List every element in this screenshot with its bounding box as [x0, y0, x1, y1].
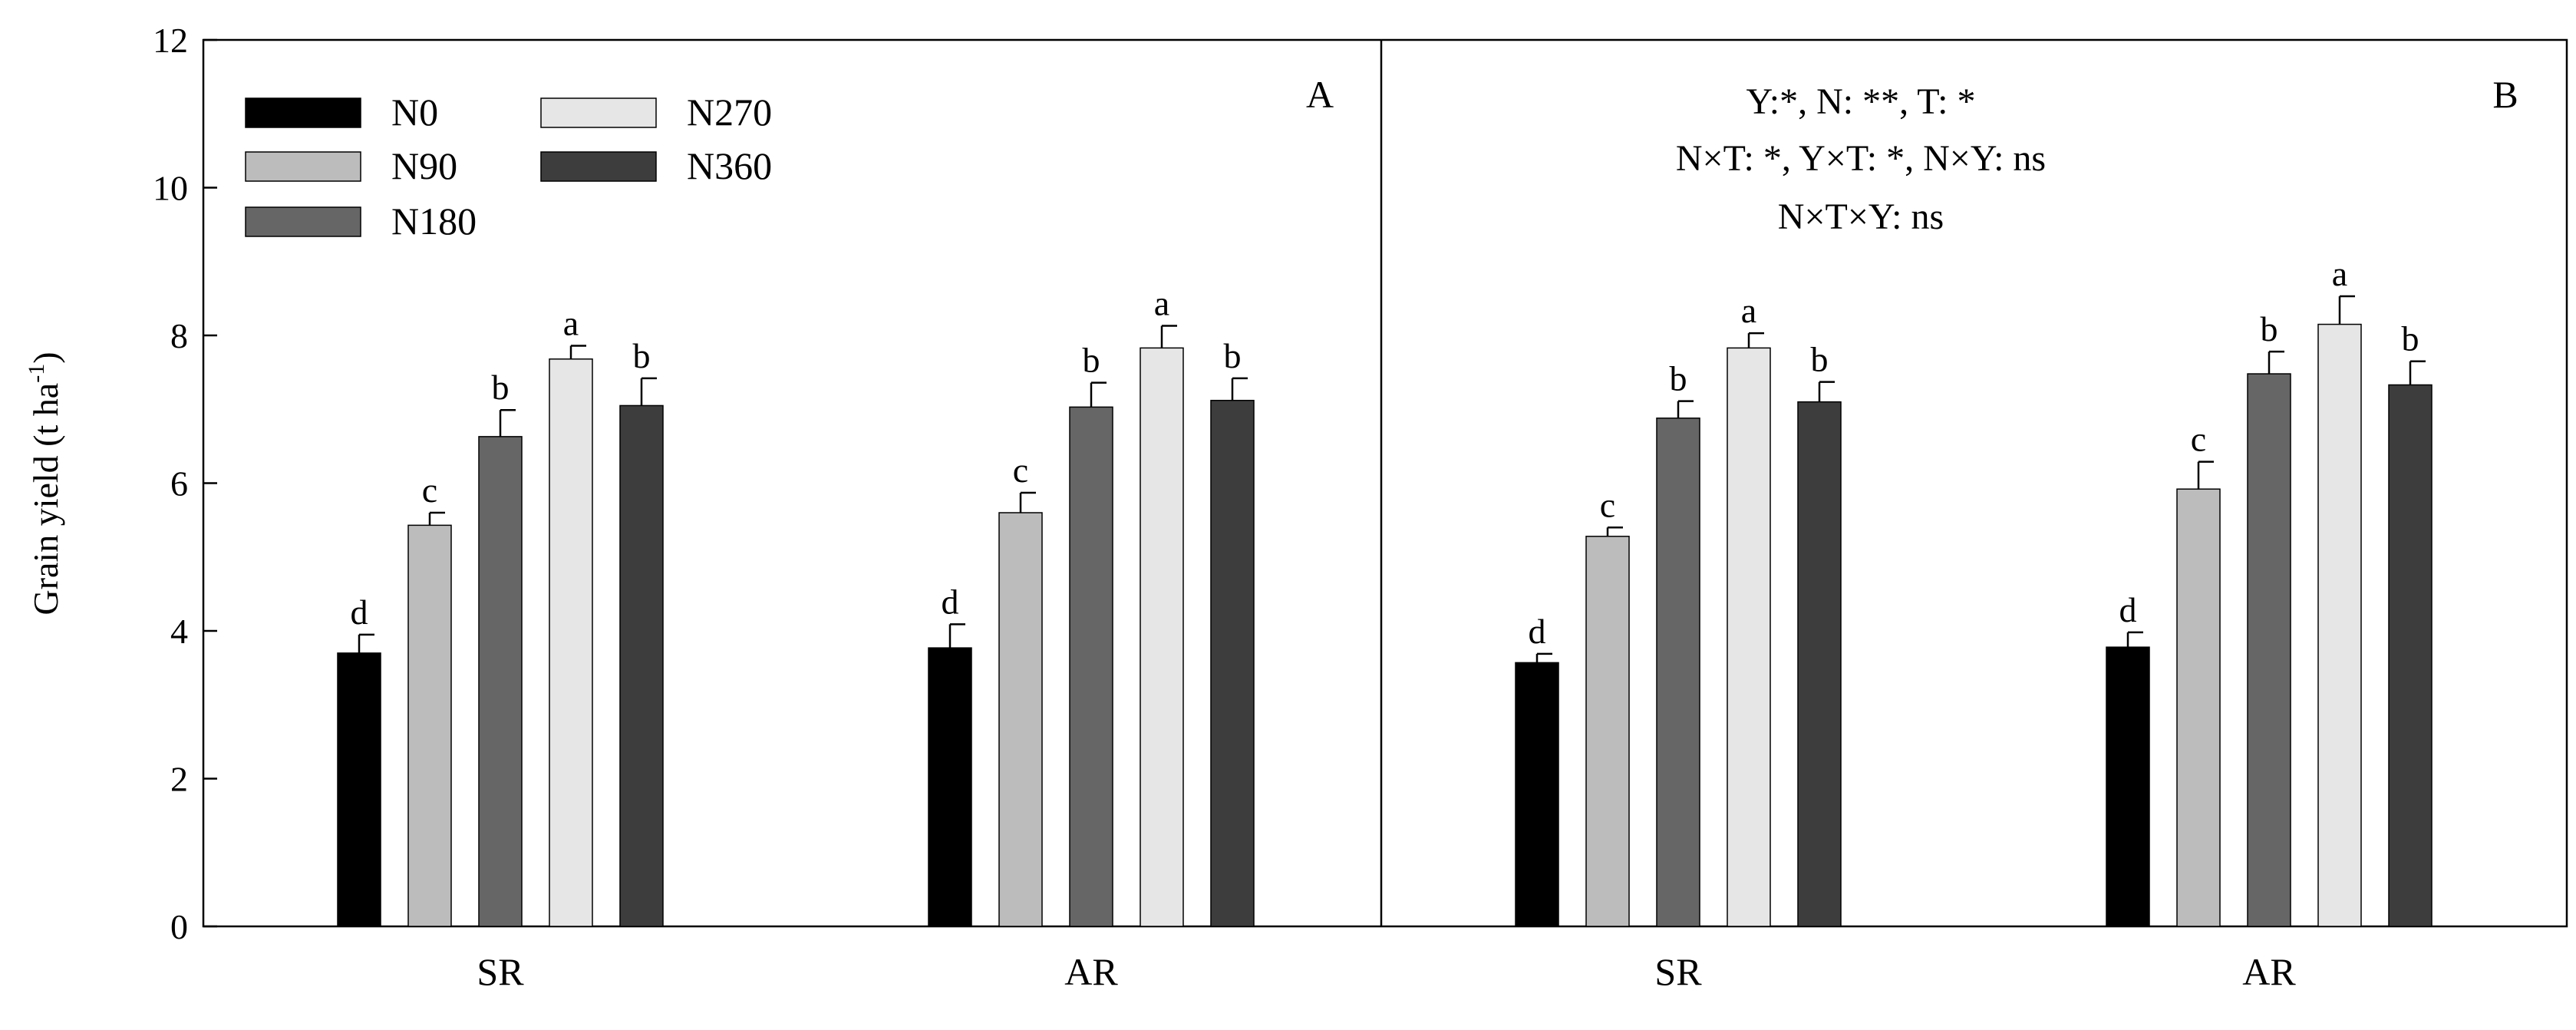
- significance-letter: c: [1600, 485, 1615, 524]
- x-category-label: SR: [1654, 950, 1702, 993]
- significance-letter: d: [351, 593, 368, 632]
- y-axis-label-end: ): [26, 352, 65, 363]
- legend-label-n180: N180: [391, 200, 477, 243]
- y-axis-label-superscript: -1: [24, 364, 49, 383]
- bar-n180-ar: [1069, 406, 1113, 927]
- panel-label: A: [1306, 73, 1334, 116]
- bar-n90-ar: [2176, 488, 2221, 927]
- significance-letter: b: [492, 368, 510, 407]
- legend-swatch-n360: [540, 151, 657, 182]
- legend-swatch-n270: [540, 97, 657, 128]
- y-axis-label-main: Grain yield (t ha: [26, 383, 65, 616]
- significance-letter: d: [1529, 612, 1546, 651]
- x-category-label: AR: [2242, 950, 2296, 993]
- significance-letter: a: [1154, 283, 1169, 322]
- significance-letter: d: [942, 582, 959, 621]
- bar-n0-sr: [337, 652, 381, 927]
- bar-n90-sr: [1585, 536, 1630, 927]
- legend-label-n270: N270: [687, 91, 772, 134]
- bar-n360-ar: [2388, 384, 2433, 927]
- bar-n360-ar: [1210, 399, 1255, 927]
- bar-n270-sr: [1727, 347, 1771, 927]
- significance-letter: a: [1741, 291, 1756, 330]
- bar-n270-sr: [549, 358, 593, 927]
- y-axis-ticks: 0 2 4 6 8 10 12: [153, 21, 217, 946]
- significance-letter: b: [1083, 341, 1100, 380]
- bar-n180-sr: [1656, 418, 1700, 927]
- bar-n180-ar: [2247, 373, 2291, 927]
- significance-letter: c: [422, 470, 437, 510]
- y-tick-label: 6: [170, 464, 188, 503]
- bar-n0-ar: [928, 647, 972, 927]
- stats-annotation: Y:*, N: **, T: *: [1746, 81, 1976, 122]
- panels: Ad c b a b SR d c b a b AR Bd c b a b SR d c b a b AR Y:*, N: **…: [337, 73, 2518, 993]
- significance-letter: b: [2402, 319, 2419, 358]
- significance-letter: b: [1811, 340, 1829, 379]
- significance-letter: c: [2191, 420, 2206, 459]
- legend: N0 N90 N180 N270 N360: [245, 91, 772, 243]
- significance-letter: b: [1670, 359, 1687, 398]
- bar-n360-sr: [619, 404, 664, 927]
- y-axis-label: Grain yield (t ha-1): [24, 352, 65, 615]
- bar-n0-ar: [2106, 646, 2150, 927]
- panel-b: Bd c b a b SR d c b a b AR Y:*, N: **, T: * N×T: *, Y…: [1515, 73, 2518, 993]
- significance-letter: d: [2119, 590, 2137, 629]
- y-tick-label: 4: [170, 612, 188, 651]
- significance-letter: a: [2332, 254, 2347, 293]
- y-tick-label: 12: [153, 21, 188, 60]
- panel-a: Ad c b a b SR d c b a b AR: [337, 73, 1334, 993]
- svg-text:Grain yield (t ha-1): Grain yield (t ha-1): [24, 352, 65, 615]
- significance-letter: b: [1224, 336, 1242, 375]
- x-category-label: SR: [477, 950, 524, 993]
- bar-n270-ar: [2317, 323, 2362, 927]
- x-category-label: AR: [1064, 950, 1118, 993]
- y-tick-label: 8: [170, 316, 188, 355]
- significance-letter: b: [633, 336, 651, 375]
- bar-n180-sr: [478, 436, 523, 927]
- y-tick-label: 0: [170, 907, 188, 946]
- significance-letter: a: [563, 303, 579, 342]
- legend-swatch-n180: [245, 206, 361, 237]
- stats-annotation: N×T×Y: ns: [1778, 196, 1944, 237]
- bar-n90-sr: [407, 524, 452, 927]
- bar-n0-sr: [1515, 662, 1559, 927]
- bar-n360-sr: [1797, 401, 1842, 927]
- legend-label-n90: N90: [391, 144, 457, 187]
- stats-annotation: N×T: *, Y×T: *, N×Y: ns: [1676, 138, 2046, 179]
- bar-n270-ar: [1140, 347, 1184, 927]
- significance-letter: b: [2261, 309, 2278, 348]
- bar-n90-ar: [998, 512, 1043, 927]
- y-tick-label: 2: [170, 760, 188, 799]
- legend-swatch-n90: [245, 151, 361, 182]
- legend-label-n0: N0: [391, 91, 438, 134]
- panel-label: B: [2492, 73, 2518, 116]
- significance-letter: c: [1013, 451, 1028, 490]
- y-tick-label: 10: [153, 169, 188, 208]
- legend-swatch-n0: [245, 97, 361, 128]
- legend-label-n360: N360: [687, 144, 772, 187]
